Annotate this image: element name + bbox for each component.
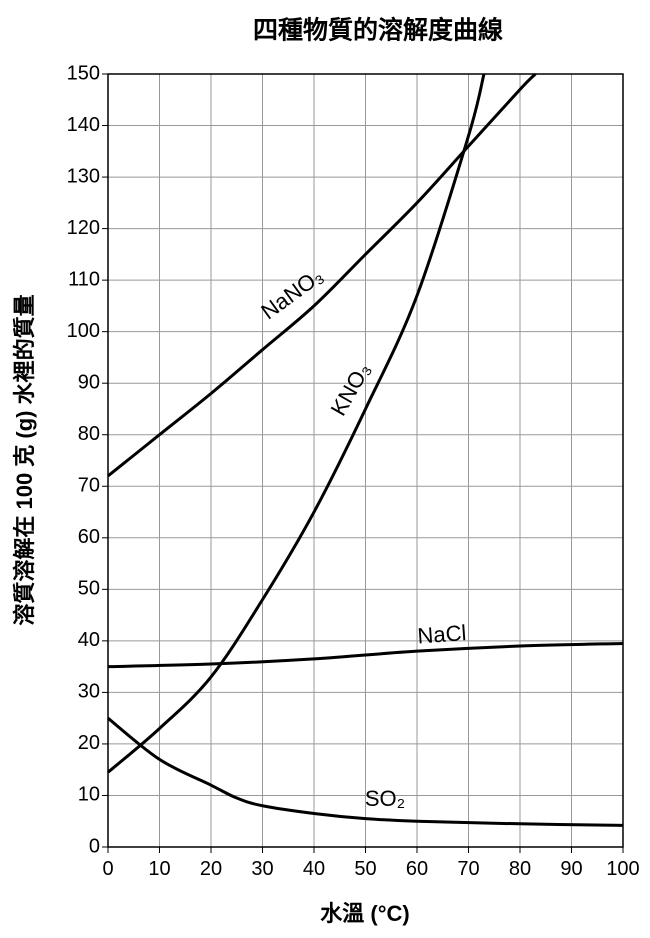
x-tick-label: 80 [509,858,531,880]
y-tick-label: 100 [67,320,100,342]
x-tick-label: 30 [251,858,273,880]
x-tick-label: 40 [303,858,325,880]
x-tick-label: 70 [457,858,479,880]
lines [107,72,624,827]
y-tick-label: 30 [78,681,100,703]
y-tick-label: 0 [89,835,100,857]
y-tick-label: 120 [67,217,100,239]
series-line [107,716,624,827]
series-label: KNO₃ [326,358,376,420]
y-tick-label: 90 [78,371,100,393]
series-line [107,73,486,774]
y-tick-label: 150 [67,62,100,84]
chart-title: 四種物質的溶解度曲線 [253,16,503,45]
series-line [107,72,537,478]
series-label: NaNO₃ [256,263,327,324]
y-tick-label: 130 [67,165,100,187]
y-tick-label: 50 [78,578,100,600]
y-tick-label: 80 [78,423,100,445]
y-tick-label: 70 [78,475,100,497]
y-axis-label: 溶質溶解在 100 克 (g) 水裡的質量 [12,294,37,625]
x-axis-label: 水溫 (°C) [320,901,409,926]
x-tick-label: 0 [102,858,113,880]
x-tick-label: 60 [406,858,428,880]
series-label: SO₂ [365,786,405,811]
x-tick-label: 50 [354,858,376,880]
y-tick-label: 10 [78,784,100,806]
y-tick-label: 140 [67,114,100,136]
y-tick-label: 20 [78,732,100,754]
x-tick-label: 10 [148,858,170,880]
plot-frame [107,73,624,848]
x-tick-label: 20 [200,858,222,880]
grid [102,73,624,853]
series-line [107,641,624,669]
series-label: NaCl [417,620,468,648]
y-tick-label: 40 [78,629,100,651]
x-tick-label: 100 [606,858,639,880]
y-tick-label: 110 [68,268,100,290]
x-tick-label: 90 [560,858,582,880]
y-tick-label: 60 [78,526,100,548]
